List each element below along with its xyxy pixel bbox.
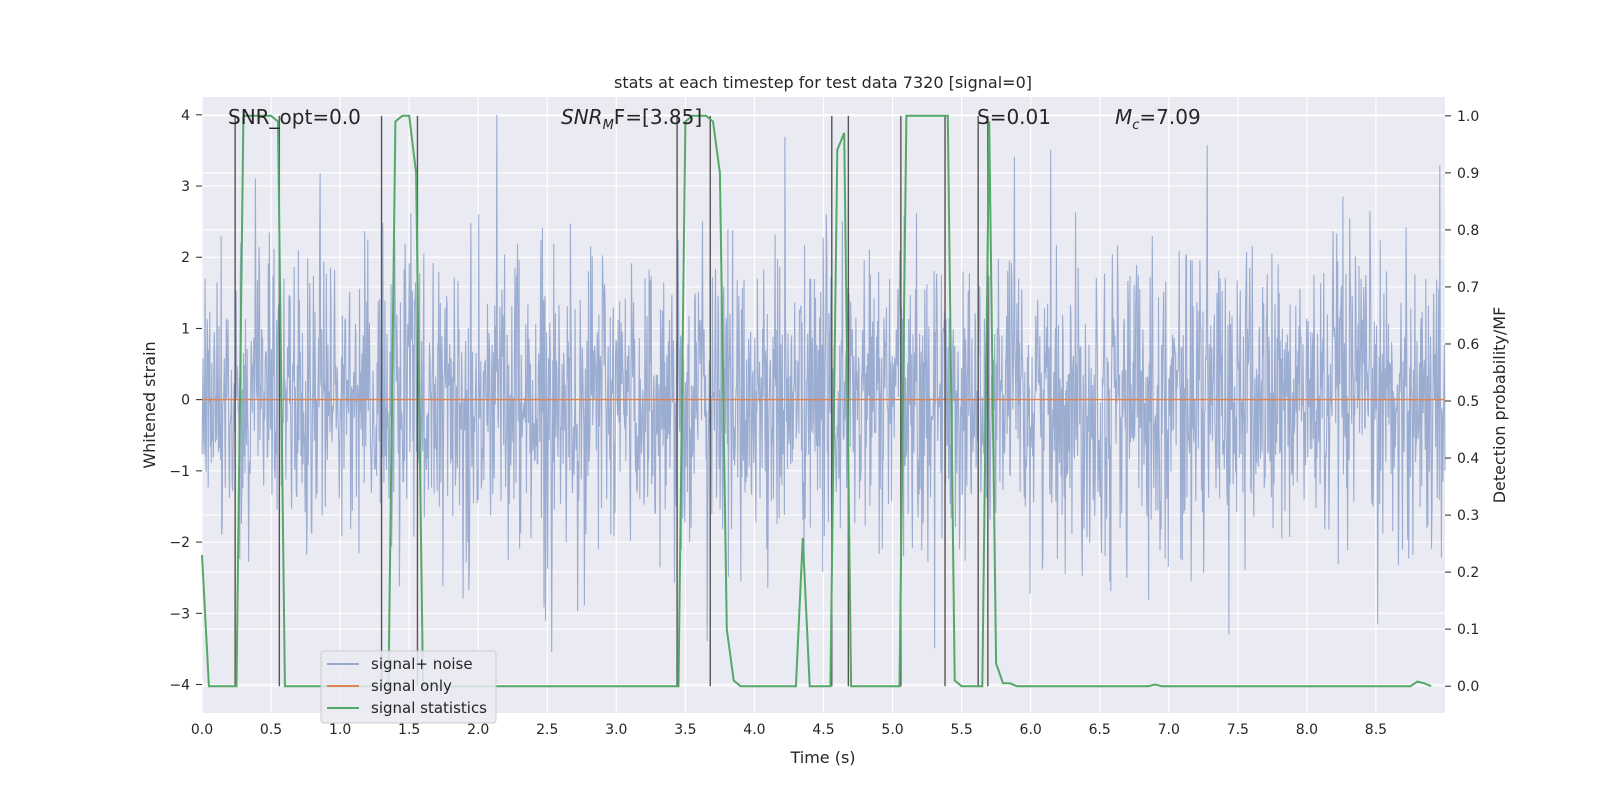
- series-signal-statistics: [201, 114, 1432, 688]
- x-tick-label: 6.5: [1089, 722, 1111, 738]
- x-tick-label: 1.5: [398, 722, 420, 738]
- x-tick-label: 3.5: [674, 722, 696, 738]
- annotation-snr-mf: SNRMF=[3.85]: [561, 105, 702, 133]
- y2-tick-label: 0.7: [1457, 280, 1479, 296]
- x-tick-label: 8.5: [1365, 722, 1387, 738]
- y2-tick-label: 0.5: [1457, 394, 1479, 410]
- x-tick-label: 7.5: [1227, 722, 1249, 738]
- annotation-mc-sub: c: [1132, 118, 1139, 133]
- x-tick-label: 2.5: [536, 722, 558, 738]
- x-tick-label: 2.0: [467, 722, 489, 738]
- y2-axis-ticks: 1.0 0.9 0.8 0.7 0.6 0.5 0.4 0.3 0.2 0.1 0.0: [1445, 109, 1479, 695]
- y2-tick-label: 0.2: [1457, 565, 1479, 581]
- x-tick-label: 0.0: [191, 722, 213, 738]
- annotation-mc-rest: =7.09: [1139, 105, 1200, 129]
- y-axis-label: Whitened strain: [140, 341, 159, 468]
- x-axis-ticks: 0.0 0.5 1.0 1.5 2.0 2.5 3.0 3.5 4.0 4.5 5.0 5.5 6.0 6…: [191, 722, 1387, 738]
- y2-tick-label: 0.9: [1457, 166, 1479, 182]
- y-tick-label: 2: [181, 250, 190, 266]
- y2-tick-label: 1.0: [1457, 109, 1479, 125]
- y2-tick-label: 0.8: [1457, 223, 1479, 239]
- legend-label-signal: signal only: [371, 677, 452, 695]
- x-tick-label: 0.5: [260, 722, 282, 738]
- x-axis-label: Time (s): [789, 748, 855, 767]
- series-signal-noise: [201, 114, 1446, 653]
- x-tick-label: 6.0: [1020, 722, 1042, 738]
- annotation-mc: Mc=7.09: [1115, 105, 1201, 133]
- x-tick-label: 5.5: [950, 722, 972, 738]
- signal-noise-line: [201, 114, 1446, 653]
- y2-tick-label: 0.4: [1457, 451, 1479, 467]
- x-tick-label: 7.0: [1158, 722, 1180, 738]
- y2-tick-label: 0.3: [1457, 508, 1479, 524]
- annotation-s: S=0.01: [977, 105, 1051, 129]
- y2-axis-label: Detection probability/MF: [1490, 307, 1509, 504]
- x-tick-label: 1.0: [329, 722, 351, 738]
- signal-statistics-line: [201, 114, 1432, 688]
- x-tick-label: 3.0: [605, 722, 627, 738]
- y-axis-ticks: 4 3 2 1 0 −1 −2 −3 −4: [169, 108, 202, 694]
- y-tick-label: −1: [169, 464, 190, 480]
- y-tick-label: −3: [169, 606, 190, 622]
- y2-tick-label: 0.6: [1457, 337, 1479, 353]
- x-tick-label: 4.5: [812, 722, 834, 738]
- legend: signal+ noise signal only signal statist…: [320, 650, 497, 724]
- x-tick-label: 5.0: [881, 722, 903, 738]
- y2-tick-label: 0.0: [1457, 679, 1479, 695]
- annotation-snr-mf-rest: F=[3.85]: [614, 105, 702, 129]
- annotation-snr-mf-base: SNR: [561, 105, 603, 129]
- x-tick-label: 8.0: [1296, 722, 1318, 738]
- legend-label-stats: signal statistics: [371, 699, 487, 717]
- x-tick-label: 4.0: [743, 722, 765, 738]
- y-tick-label: 4: [181, 108, 190, 124]
- legend-box: [320, 650, 497, 724]
- annotation-snr-opt: SNR_opt=0.0: [228, 105, 361, 129]
- annotation-snr-mf-sub: M: [603, 118, 614, 133]
- y-tick-label: 3: [181, 179, 190, 195]
- y2-tick-label: 0.1: [1457, 622, 1479, 638]
- y-tick-label: 0: [181, 393, 190, 409]
- annotation-mc-base: M: [1115, 105, 1132, 129]
- legend-label-noise: signal+ noise: [371, 655, 473, 673]
- y-tick-label: −4: [169, 678, 190, 694]
- y-tick-label: 1: [181, 321, 190, 337]
- y-tick-label: −2: [169, 535, 190, 551]
- chart-title: stats at each timestep for test data 732…: [614, 73, 1032, 92]
